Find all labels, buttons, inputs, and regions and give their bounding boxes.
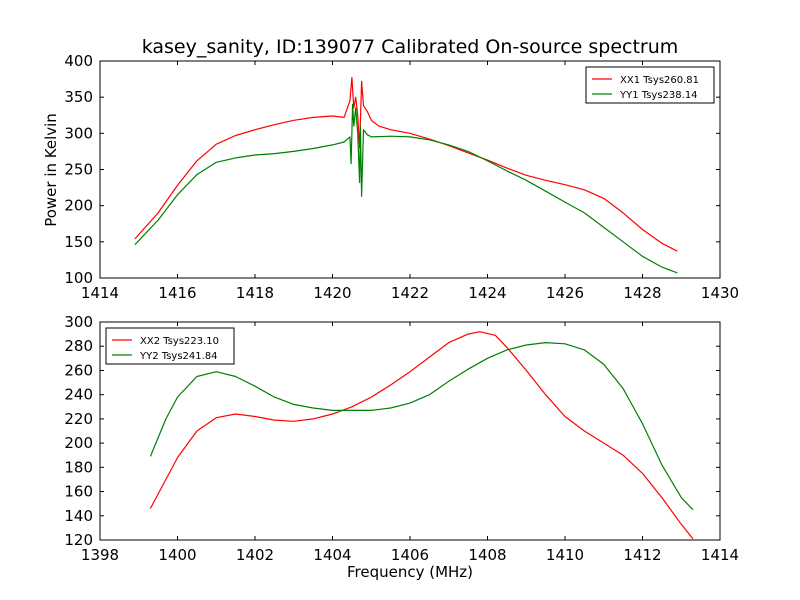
x-tick-label: 1414 [81,284,119,302]
x-tick-label: 1428 [623,284,661,302]
legend-box [105,327,235,365]
y-tick-label: 150 [64,233,93,251]
bottom-spectrum-panel: 1398 1400 1402 1404 1406 1408 1410 1412 1414 120 1… [64,313,739,564]
series-line-xx2 [149,331,694,540]
x-tick-label: 1426 [546,284,584,302]
x-tick-label: 1418 [236,284,274,302]
figure-title: kasey_sanity, ID:139077 Calibrated On-so… [142,36,679,58]
legend-entry-label: XX1 Tsys260.81 [620,75,699,86]
x-tick-label: 1398 [81,546,119,564]
x-tick-label: 1400 [158,546,196,564]
legend: XX2 Tsys223.10 YY2 Tsys241.84 [105,327,235,365]
legend: XX1 Tsys260.81 YY1 Tsys238.14 [585,66,715,104]
y-tick-label: 160 [64,483,93,501]
legend-box [585,66,715,104]
y-tick-label: 300 [64,124,93,142]
x-tick-label: 1420 [313,284,351,302]
y-tick-label: 100 [64,269,93,287]
y-tick-label: 200 [64,434,93,452]
x-tick-label: 1416 [158,284,196,302]
y-tick-label: 200 [64,197,93,215]
x-tick-label: 1404 [313,546,351,564]
y-tick-label: 400 [64,52,93,70]
x-tick-label: 1422 [391,284,429,302]
x-tick-label: 1408 [468,546,506,564]
x-tick-label: 1424 [468,284,506,302]
x-tick-label: 1430 [701,284,739,302]
y-tick-label: 250 [64,161,93,179]
top-spectrum-panel: 1414 1416 1418 1420 1422 1424 1426 1428 1430 100 1… [64,52,739,302]
x-tick-label: 1410 [546,546,584,564]
y-tick-label: 280 [64,337,93,355]
x-tick-label: 1406 [391,546,429,564]
y-tick-label: 180 [64,458,93,476]
y-tick-label: 120 [64,531,93,549]
series-line-xx1 [134,76,678,252]
y-tick-label: 260 [64,361,93,379]
x-tick-label: 1414 [701,546,739,564]
series-line-yy1 [134,103,678,274]
x-tick-label: 1412 [623,546,661,564]
y-tick-label: 220 [64,410,93,428]
series-line-yy2 [149,342,694,511]
y-tick-label: 300 [64,313,93,331]
legend-entry-label: XX2 Tsys223.10 [140,336,219,347]
legend-entry-label: YY2 Tsys241.84 [139,351,218,362]
y-tick-label: 140 [64,507,93,525]
x-axis-label: Frequency (MHz) [347,563,473,581]
y-tick-label: 240 [64,386,93,404]
x-tick-label: 1402 [236,546,274,564]
y-axis-label: Power in Kelvin [42,113,60,227]
y-tick-label: 350 [64,88,93,106]
legend-entry-label: YY1 Tsys238.14 [619,90,698,101]
